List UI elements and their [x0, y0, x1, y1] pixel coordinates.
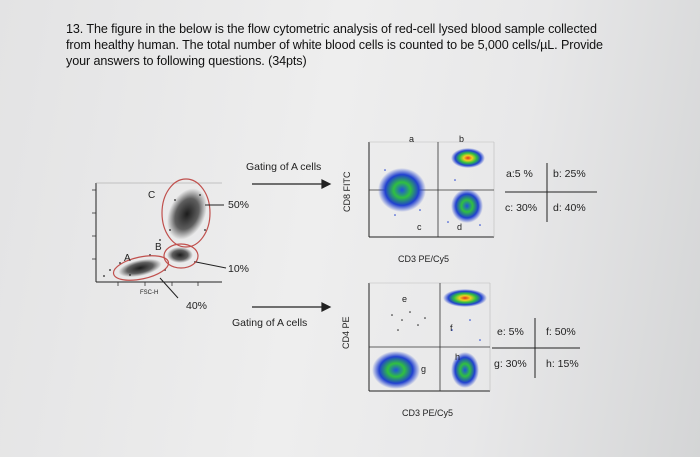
question-line-3: your answers to following questions. (34…: [66, 54, 307, 68]
cd8-axis-label: CD8 FITC: [342, 171, 352, 213]
gating-label-bottom: Gating of A cells: [232, 317, 308, 329]
result-c: c: 30%: [505, 202, 538, 214]
quadrant-label-b: b: [459, 134, 465, 144]
cd3-axis-label-bottom: CD3 PE/Cy5: [402, 408, 454, 418]
result-f: f: 50%: [546, 326, 576, 338]
percent-c: 50%: [228, 199, 250, 211]
question-text: 13. The figure in the below is the flow …: [66, 21, 676, 69]
result-e: e: 5%: [497, 326, 524, 338]
fsc-ssc-scatter-plot: [92, 178, 227, 299]
quadrant-label-h: h: [455, 352, 461, 362]
quadrant-label-e: e: [402, 294, 408, 304]
result-b: b: 25%: [553, 168, 586, 180]
cd8-cd3-quadrant-plot: [368, 141, 495, 238]
quadrant-label-g: g: [421, 364, 427, 374]
cd4-axis-label: CD4 PE: [341, 316, 351, 349]
result-g: g: 30%: [494, 358, 527, 370]
question-line-1: 13. The figure in the below is the flow …: [66, 22, 597, 36]
gating-label-top: Gating of A cells: [246, 161, 322, 173]
result-h: h: 15%: [546, 358, 579, 370]
quadrant-label-a: a: [409, 134, 415, 144]
quadrant-label-d: d: [457, 222, 463, 232]
gating-arrows: [252, 179, 332, 312]
quadrant-label-c: c: [417, 222, 422, 232]
result-crosses: [492, 163, 597, 378]
population-label-c: C: [148, 190, 156, 201]
cd4-cd3-quadrant-plot: [368, 282, 491, 392]
result-a: a:5 %: [506, 168, 533, 180]
cd3-axis-label-top: CD3 PE/Cy5: [398, 254, 450, 264]
quadrant-label-f: f: [450, 323, 453, 333]
population-label-a: A: [124, 253, 131, 264]
percent-a: 40%: [186, 300, 208, 312]
percent-b: 10%: [228, 263, 250, 275]
result-d: d: 40%: [553, 202, 586, 214]
question-line-2: from healthy human. The total number of …: [66, 38, 603, 52]
scatter-x-axis-label: FSC-H: [140, 290, 159, 296]
population-label-b: B: [155, 242, 162, 253]
